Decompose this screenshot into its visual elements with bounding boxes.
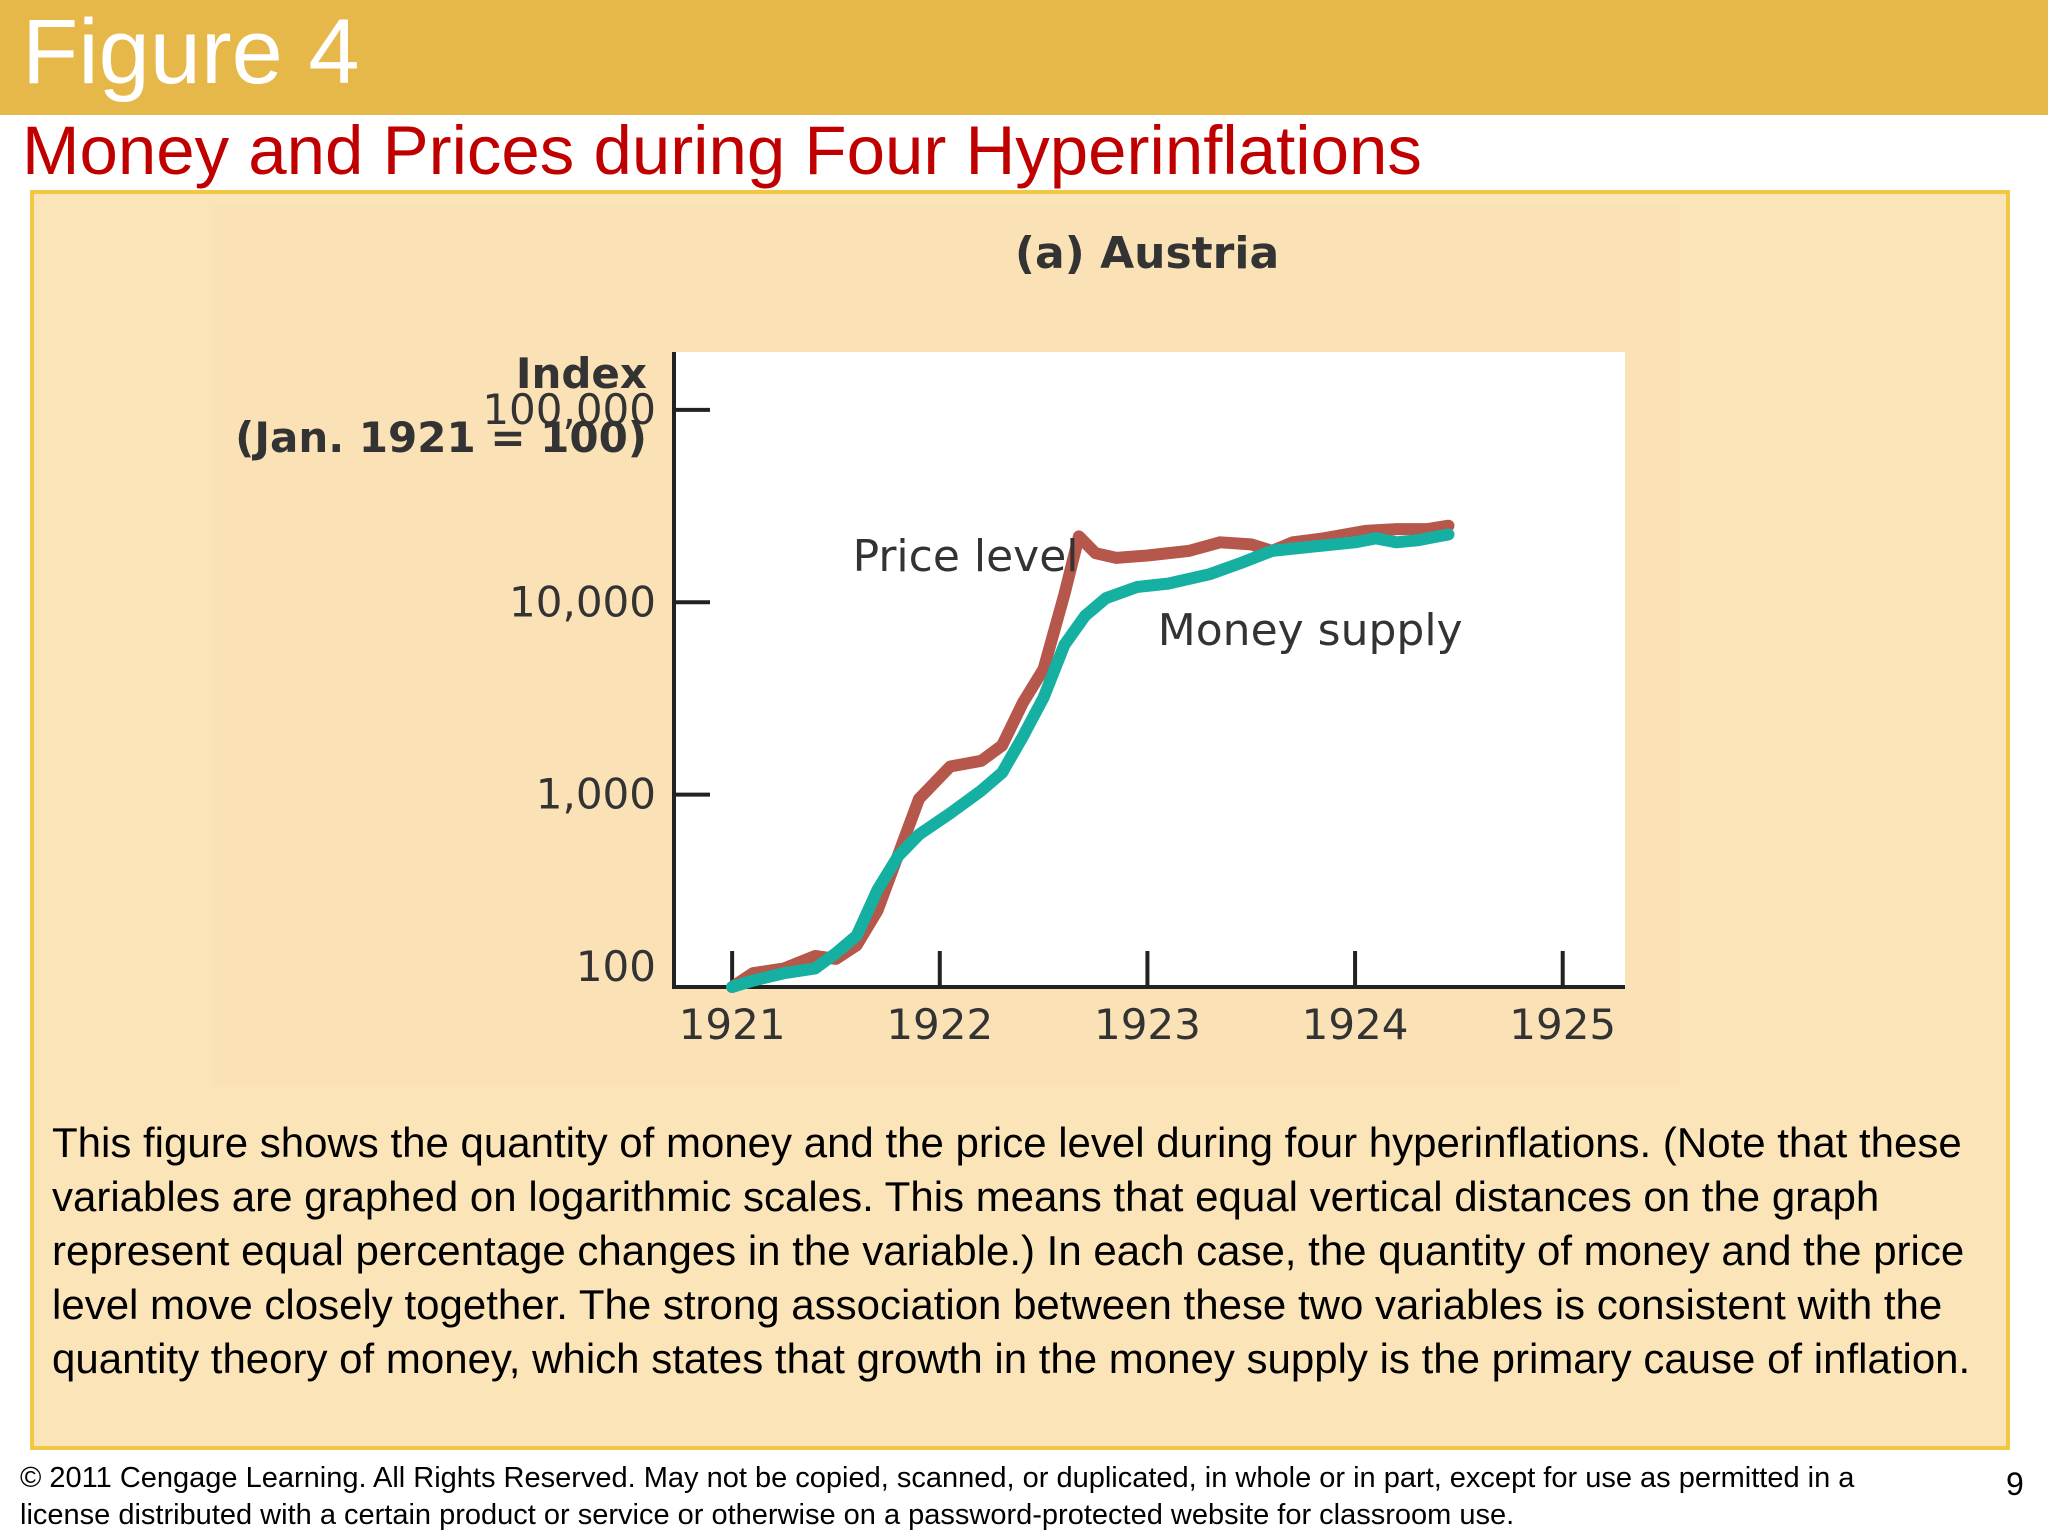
y-axis-title-line2: (Jan. 1921 = 100) xyxy=(235,413,647,462)
page-number: 9 xyxy=(2006,1466,2024,1502)
chart-title: (a) Austria xyxy=(1015,228,1279,279)
plot-background xyxy=(674,352,1625,986)
copyright-notice: © 2011 Cengage Learning. All Rights Rese… xyxy=(20,1462,1855,1531)
chart: (a) Austria Index (Jan. 1921 = 100) 1001… xyxy=(235,228,1625,1049)
x-ticks: 1921 1922 1923 1924 1925 xyxy=(679,951,1616,1049)
x-tick-label: 1923 xyxy=(1094,1000,1201,1049)
x-tick-label: 1924 xyxy=(1302,1000,1409,1049)
x-tick-label: 1922 xyxy=(886,1000,993,1049)
slide-title: Money and Prices during Four Hyperinflat… xyxy=(22,112,1422,189)
series-group: Price level Money supply xyxy=(726,519,1463,993)
caption: This figure shows the quantity of money … xyxy=(52,1119,1971,1382)
y-ticks: 100 1,000 10,000 100,000 xyxy=(482,385,710,991)
y-tick-label: 100 xyxy=(576,942,656,991)
y-tick-label: 10,000 xyxy=(509,577,656,626)
y-tick-label: 100,000 xyxy=(482,385,656,434)
x-tick-label: 1925 xyxy=(1509,1000,1616,1049)
header-bar: Figure 4 xyxy=(0,0,2048,115)
y-axis-title-line1: Index xyxy=(516,349,647,398)
y-tick-label: 1,000 xyxy=(536,770,656,819)
price-level-label: Price level xyxy=(853,531,1079,582)
money-supply-line xyxy=(726,528,1455,993)
money-supply-label: Money supply xyxy=(1158,605,1463,656)
x-tick-label: 1921 xyxy=(679,1000,786,1049)
figure-label: Figure 4 xyxy=(22,1,360,103)
chart-area: (a) Austria Index (Jan. 1921 = 100) 100 1… xyxy=(212,206,1680,1086)
